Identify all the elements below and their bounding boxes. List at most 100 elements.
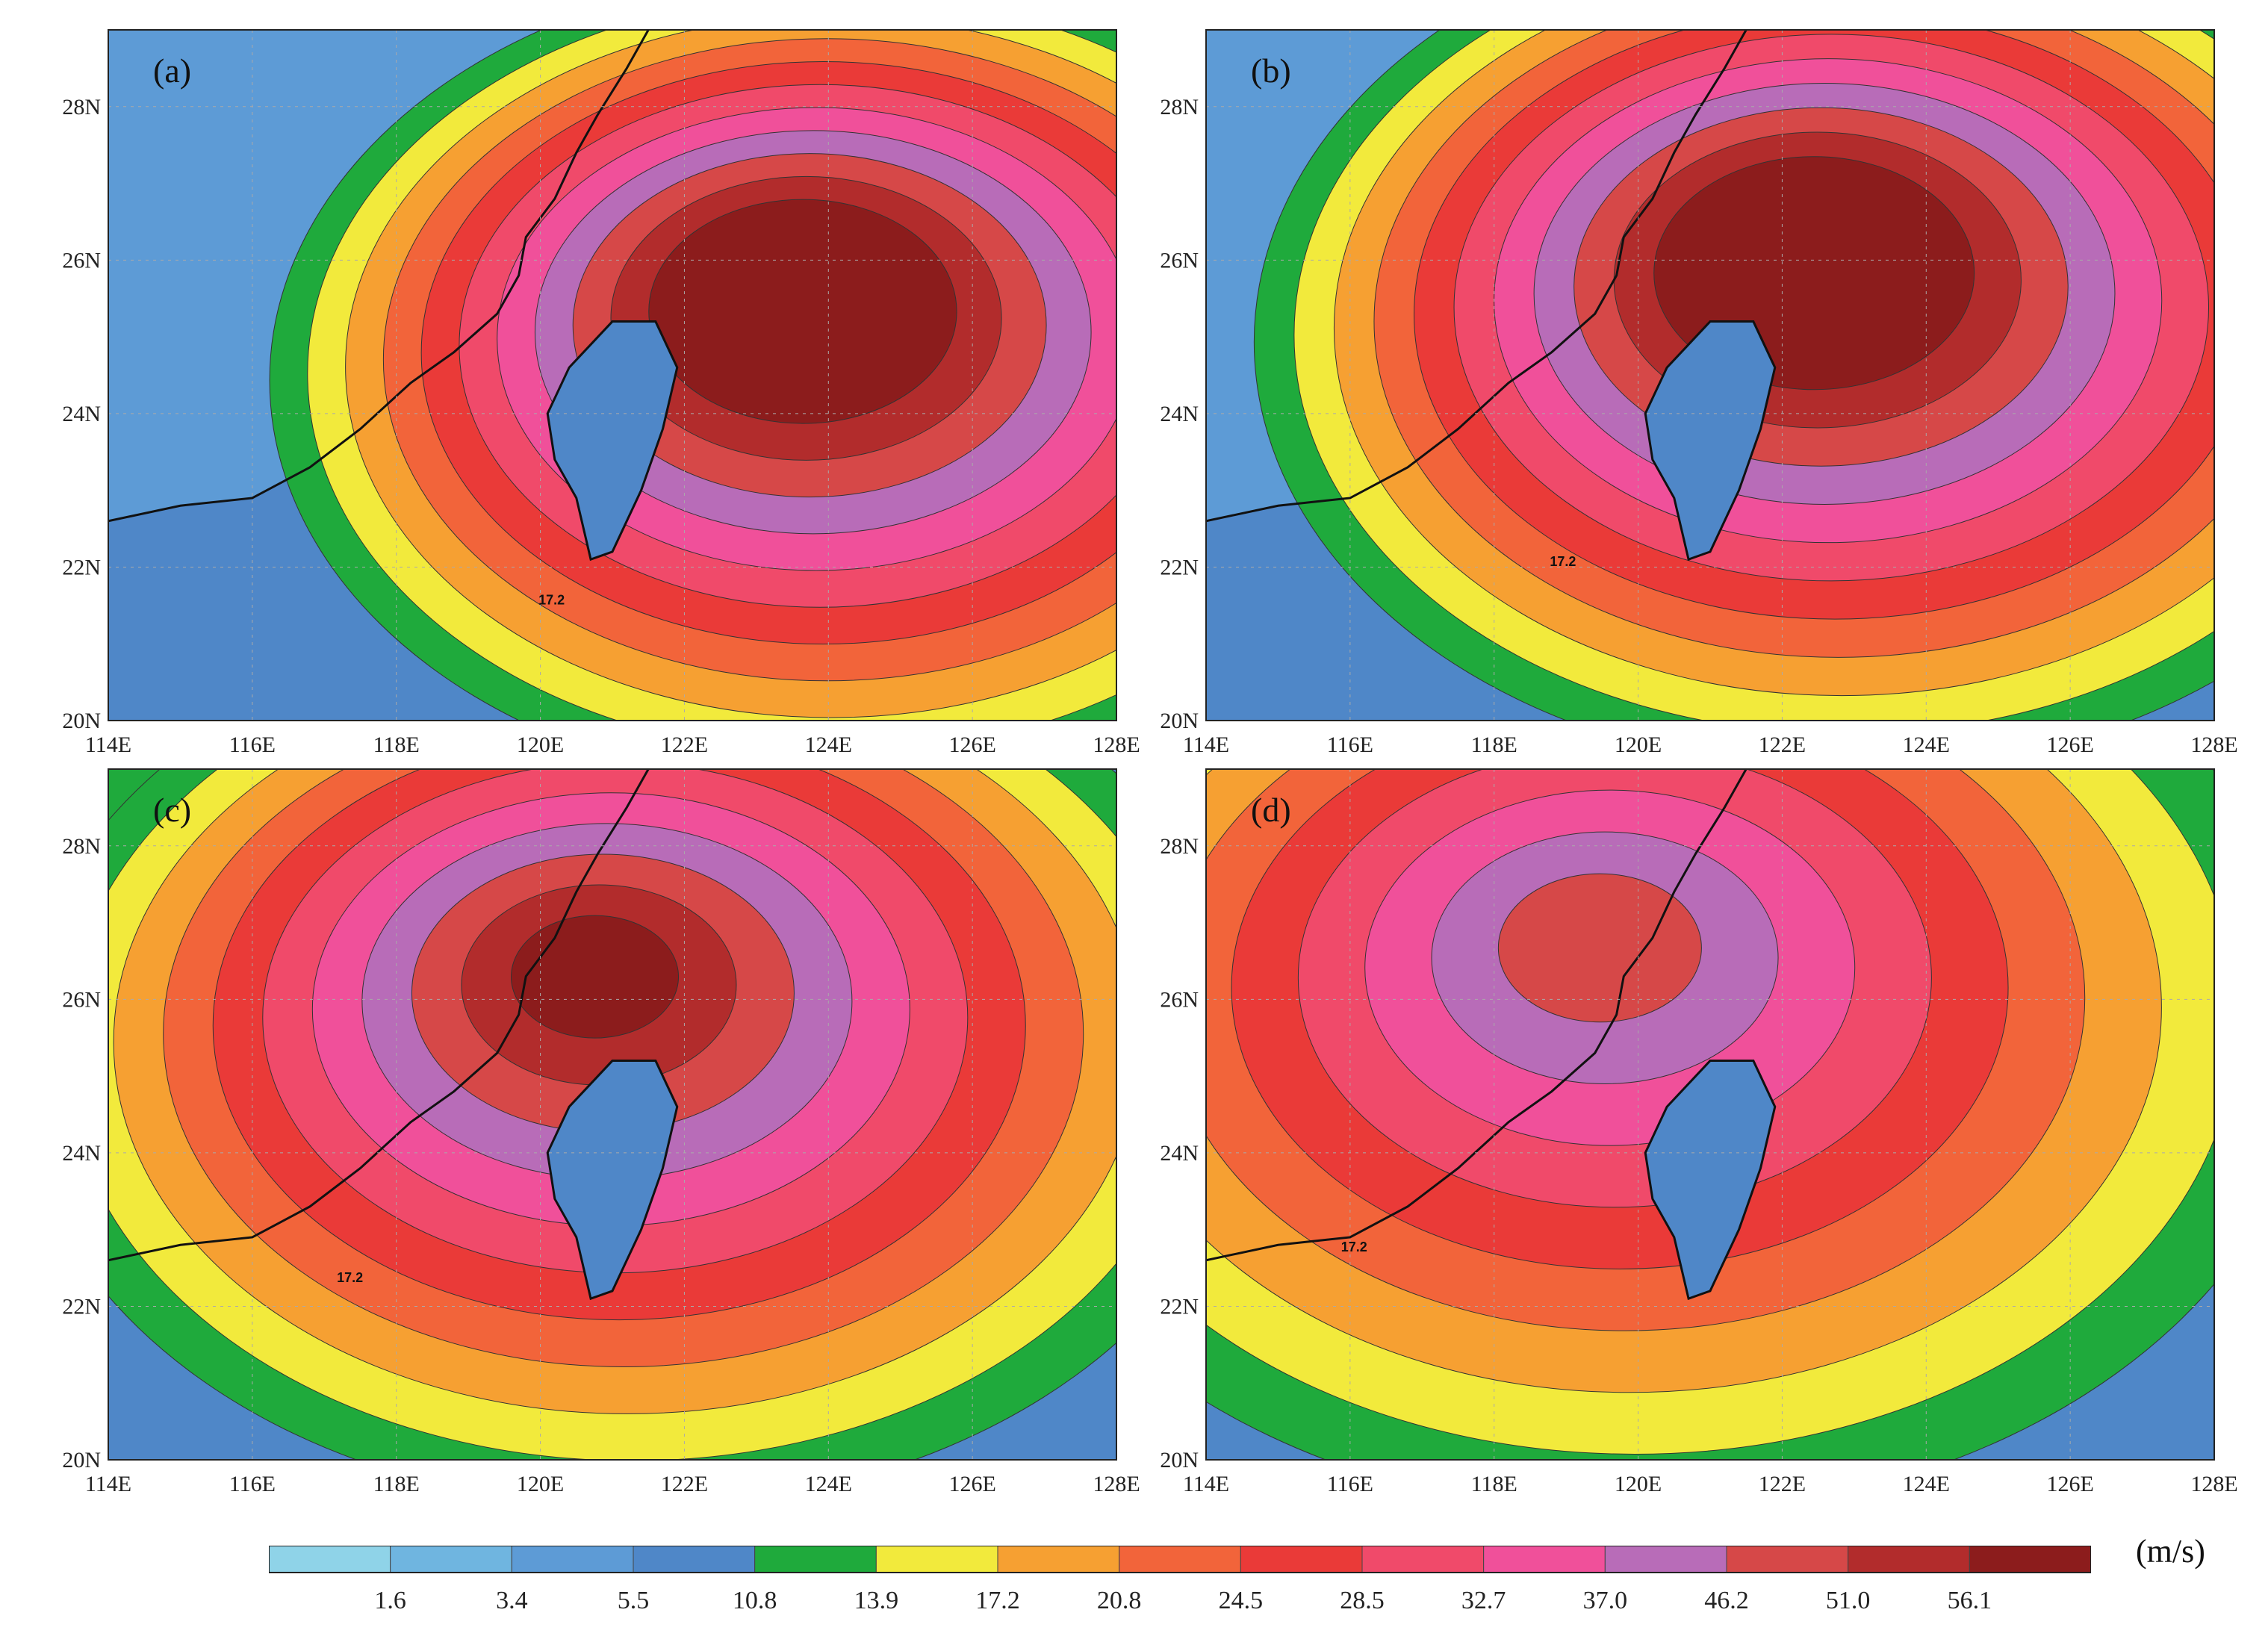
colorbar-frame [269, 1546, 2091, 1573]
x-tick-label: 116E [1327, 1472, 1373, 1496]
coastline [108, 769, 650, 1262]
y-tick-label: 26N [1160, 248, 1199, 273]
x-tick-label: 124E [1903, 733, 1950, 757]
wind-field: 17.2 [108, 30, 1116, 721]
coastline [108, 30, 650, 523]
colorbar-swatch [390, 1546, 512, 1573]
wind-contour [648, 199, 957, 424]
colorbar-swatch [1726, 1546, 1849, 1573]
y-tick-label: 20N [1160, 1448, 1199, 1472]
y-tick-label: 24N [62, 1141, 101, 1166]
x-tick-label: 128E [2190, 733, 2237, 757]
wind-field: 17.2 [108, 769, 1116, 1460]
colorbar-level-label: 17.2 [975, 1587, 1020, 1614]
colorbar-swatch [269, 1546, 391, 1573]
colorbar-swatch [633, 1546, 756, 1573]
colorbar-level-label: 5.5 [618, 1587, 650, 1614]
colorbar-swatch [754, 1546, 877, 1573]
coastline [1206, 769, 1747, 1262]
x-tick-label: 126E [948, 733, 995, 757]
coastline [1206, 30, 1747, 523]
y-tick-label: 24N [1160, 402, 1199, 426]
contour-label: 17.2 [1550, 554, 1576, 569]
y-tick-label: 28N [1160, 95, 1199, 119]
taiwan-island [1644, 1060, 1777, 1301]
x-tick-label: 124E [805, 1472, 852, 1496]
colorbar-swatch [511, 1546, 634, 1573]
wind-contour [1497, 873, 1702, 1023]
x-tick-label: 126E [2046, 733, 2093, 757]
contour-label: 17.2 [538, 592, 565, 607]
taiwan-island [1644, 320, 1777, 562]
x-tick-label: 116E [229, 733, 276, 757]
plot-frame [1205, 768, 2215, 1461]
y-tick-label: 24N [62, 402, 101, 426]
colorbar: 1.6 3.4 5.5 10.8 13.9 17.2 20.8 24.5 28.5 32.7 37.… [269, 1546, 2091, 1614]
map-panel-a: 17.2 114E 116E 118E 120E 122E 124E 126E 128E 20N 2… [62, 29, 1140, 757]
map-panel-d: 17.2 114E 116E 118E 120E 122E 124E 126E 128E 20N 2… [1160, 768, 2238, 1496]
taiwan-island [546, 320, 679, 562]
y-tick-label: 26N [1160, 987, 1199, 1012]
x-tick-label: 114E [85, 1472, 131, 1496]
colorbar-level-label: 46.2 [1704, 1587, 1749, 1614]
y-tick-label: 28N [62, 834, 101, 859]
y-tick-label: 26N [62, 987, 101, 1012]
wind-field: 17.2 [1206, 30, 2214, 721]
colorbar-level-label: 56.1 [1948, 1587, 1992, 1614]
colorbar-level-label: 13.9 [854, 1587, 899, 1614]
colorbar-level-label: 3.4 [496, 1587, 528, 1614]
x-tick-label: 120E [517, 733, 564, 757]
colorbar-swatch [1361, 1546, 1485, 1573]
x-tick-label: 126E [2046, 1472, 2093, 1496]
map-panel-c: 17.2 114E 116E 118E 120E 122E 124E 126E 128E 20N 2… [62, 768, 1140, 1496]
x-tick-label: 122E [661, 733, 708, 757]
colorbar-level-label: 20.8 [1097, 1587, 1142, 1614]
y-tick-label: 24N [1160, 1141, 1199, 1166]
x-tick-label: 128E [1093, 1472, 1140, 1496]
x-tick-label: 118E [373, 1472, 420, 1496]
x-tick-label: 128E [1093, 733, 1140, 757]
wind-field: 17.2 [1206, 769, 2214, 1460]
colorbar-level-label: 24.5 [1219, 1587, 1264, 1614]
colorbar-swatch [1119, 1546, 1241, 1573]
plot-frame [1205, 29, 2215, 721]
x-tick-label: 122E [1759, 1472, 1806, 1496]
x-tick-label: 124E [805, 733, 852, 757]
colorbar-swatch [1483, 1546, 1606, 1573]
wind-contour [511, 915, 680, 1039]
x-tick-label: 122E [1759, 733, 1806, 757]
colorbar-swatch [1848, 1546, 1970, 1573]
x-tick-label: 118E [373, 733, 420, 757]
y-tick-label: 20N [1160, 709, 1199, 733]
x-tick-label: 122E [661, 1472, 708, 1496]
y-tick-label: 28N [62, 95, 101, 119]
contour-label: 17.2 [1341, 1240, 1367, 1254]
colorbar-swatch [1240, 1546, 1363, 1573]
panel-label: (b) [1251, 52, 1291, 90]
colorbar-level-label: 1.6 [374, 1587, 406, 1614]
colorbar-swatch [1604, 1546, 1727, 1573]
panel-label: (c) [153, 791, 191, 829]
y-tick-label: 22N [62, 1294, 101, 1319]
colorbar-swatch [997, 1546, 1120, 1573]
contour-label: 17.2 [337, 1270, 363, 1285]
x-tick-label: 128E [2190, 1472, 2237, 1496]
colorbar-level-label: 51.0 [1826, 1587, 1871, 1614]
y-tick-label: 20N [62, 1448, 101, 1472]
x-tick-label: 120E [1615, 1472, 1662, 1496]
panel-label: (a) [153, 52, 191, 90]
y-tick-label: 22N [1160, 1294, 1199, 1319]
x-tick-label: 120E [517, 1472, 564, 1496]
x-tick-label: 114E [1183, 733, 1229, 757]
map-panel-b: 17.2 114E 116E 118E 120E 122E 124E 126E 128E 20N 2… [1160, 29, 2238, 757]
y-tick-label: 22N [62, 555, 101, 579]
x-tick-label: 126E [948, 1472, 995, 1496]
colorbar-level-label: 28.5 [1340, 1587, 1385, 1614]
colorbar-level-label: 37.0 [1583, 1587, 1628, 1614]
taiwan-island [546, 1060, 679, 1301]
colorbar-swatch [875, 1546, 998, 1573]
colorbar-level-label: 32.7 [1461, 1587, 1506, 1614]
x-tick-label: 116E [1327, 733, 1373, 757]
x-tick-label: 114E [85, 733, 131, 757]
y-tick-label: 20N [62, 709, 101, 733]
